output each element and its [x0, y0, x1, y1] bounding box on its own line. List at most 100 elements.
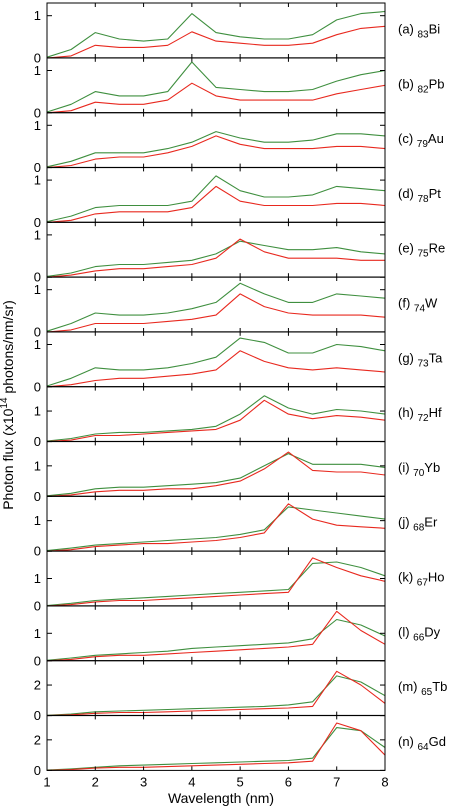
panel-label-atomic-number: 68: [413, 523, 425, 534]
y-axis-title-part1: Photon flux (x10: [0, 408, 16, 509]
series-line-green: [46, 175, 386, 223]
x-tick-label: 4: [188, 774, 195, 789]
panel-12: 0 2 (m) 65Tb: [34, 660, 447, 723]
panel-label-atomic-number: 75: [418, 249, 430, 260]
series-line-red: [46, 350, 386, 388]
series-line-red: [46, 135, 386, 169]
panel-3: 0 1 (d) 78Pt: [34, 166, 441, 230]
panel-1: 0 1 (b) 82Pb: [34, 57, 445, 120]
y-axis-title-part2: photons/nm/sr): [0, 300, 16, 397]
panel-label-element: Ta: [429, 350, 444, 365]
panel-frame: [46, 550, 386, 607]
y-tick-label: 1: [34, 8, 41, 23]
panel-label: (e) 75Re: [398, 241, 445, 260]
y-tick-label: 0: [34, 708, 41, 723]
series-line-red: [46, 610, 386, 662]
panel-label-prefix: (n): [398, 734, 418, 749]
y-axis-title: Photon flux (x1014 photons/nm/sr): [0, 300, 16, 510]
x-tick-label: 3: [140, 774, 147, 789]
series-line-green: [46, 61, 386, 113]
series-line-green: [46, 506, 386, 552]
y-tick-label: 0: [34, 379, 41, 394]
y-tick-label: 1: [34, 337, 41, 352]
panel-label-atomic-number: 66: [413, 632, 425, 643]
y-axis-title-superscript: 14: [0, 397, 10, 409]
panel-label-atomic-number: 74: [414, 304, 426, 315]
series-line-red: [46, 293, 386, 333]
y-tick-label: 0: [34, 599, 41, 614]
panel-label-element: Dy: [424, 624, 440, 639]
panel-frame: [46, 57, 386, 114]
panel-label: (m) 65Tb: [398, 679, 447, 698]
y-tick-label: 0: [34, 763, 41, 778]
panel-frame: [46, 221, 386, 278]
series-line-green: [46, 10, 386, 58]
series-line-green: [46, 395, 386, 442]
x-axis: 1 2 3 4 5 6 7 8: [43, 774, 388, 789]
panel-label-atomic-number: 83: [418, 30, 430, 41]
x-axis-title: Wavelength (nm): [168, 790, 274, 806]
panel-label-atomic-number: 65: [421, 687, 433, 698]
panel-label: (g) 73Ta: [398, 350, 443, 369]
panel-10: 0 1 (k) 67Ho: [34, 550, 445, 614]
y-tick-label: 0: [34, 160, 41, 175]
panel-label-prefix: (l): [398, 624, 413, 639]
series-line-red: [46, 238, 385, 278]
x-tick-label: 5: [237, 774, 244, 789]
series-line-green: [46, 675, 386, 716]
panel-label-prefix: (j): [398, 515, 413, 530]
y-tick-label: 0: [34, 434, 41, 449]
series-line-green: [46, 282, 386, 332]
panel-label-atomic-number: 67: [417, 578, 429, 589]
y-tick-label: 1: [34, 118, 41, 133]
panel-label-prefix: (d): [398, 186, 418, 201]
panel-label: (n) 64Gd: [398, 734, 446, 753]
y-tick-label: 1: [34, 173, 41, 188]
panel-label-element: W: [425, 296, 438, 311]
panel-label-prefix: (k): [398, 570, 417, 585]
y-tick-label: 2: [34, 732, 41, 747]
series-line-red: [46, 82, 386, 114]
panel-label: (j) 68Er: [398, 515, 438, 534]
panel-label-prefix: (b): [398, 76, 418, 91]
y-tick-label: 1: [34, 626, 41, 641]
panel-label: (c) 79Au: [398, 131, 444, 150]
panel-label-prefix: (h): [398, 405, 418, 420]
y-tick-label: 1: [34, 458, 41, 473]
panel-label-prefix: (a): [398, 22, 418, 37]
panel-label: (k) 67Ho: [398, 570, 445, 589]
panel-label: (b) 82Pb: [398, 76, 445, 95]
panel-2: 0 1 (c) 79Au: [34, 112, 444, 175]
series-line-red: [46, 185, 386, 223]
panel-label: (f) 74W: [398, 296, 438, 315]
panel-label: (d) 78Pt: [398, 186, 441, 205]
panel-label-element: Bi: [429, 22, 441, 37]
series-line-green: [46, 240, 386, 277]
panel-5: 0 1 (f) 74W: [34, 276, 438, 340]
panel-0: 0 1 (a) 83Bi: [34, 2, 441, 66]
panel-6: 0 1 (g) 73Ta: [34, 331, 443, 394]
panel-label-prefix: (c): [398, 131, 417, 146]
series-line-red: [46, 25, 386, 59]
panel-label-prefix: (m): [398, 679, 421, 694]
y-tick-label: 1: [34, 227, 41, 242]
panel-frame: [46, 714, 386, 771]
panel-frame: [46, 2, 386, 59]
panel-frame: [46, 331, 386, 388]
panel-label-element: Tb: [432, 679, 447, 694]
panel-label-prefix: (i): [398, 460, 413, 475]
series-line-red: [46, 451, 386, 497]
series-line-green: [46, 561, 386, 607]
panel-13: 0 2 (n) 64Gd: [34, 714, 446, 778]
panel-label-element: Ho: [428, 570, 445, 585]
panel-label-prefix: (g): [398, 350, 418, 365]
y-tick-label: 0: [34, 51, 41, 66]
panel-label-prefix: (f): [398, 296, 414, 311]
panel-label-element: Re: [429, 241, 446, 256]
panel-7: 0 1 (h) 72Hf: [34, 386, 442, 449]
panel-frame: [46, 660, 386, 717]
panel-label-atomic-number: 79: [417, 139, 429, 150]
panel-label-atomic-number: 73: [418, 358, 430, 369]
